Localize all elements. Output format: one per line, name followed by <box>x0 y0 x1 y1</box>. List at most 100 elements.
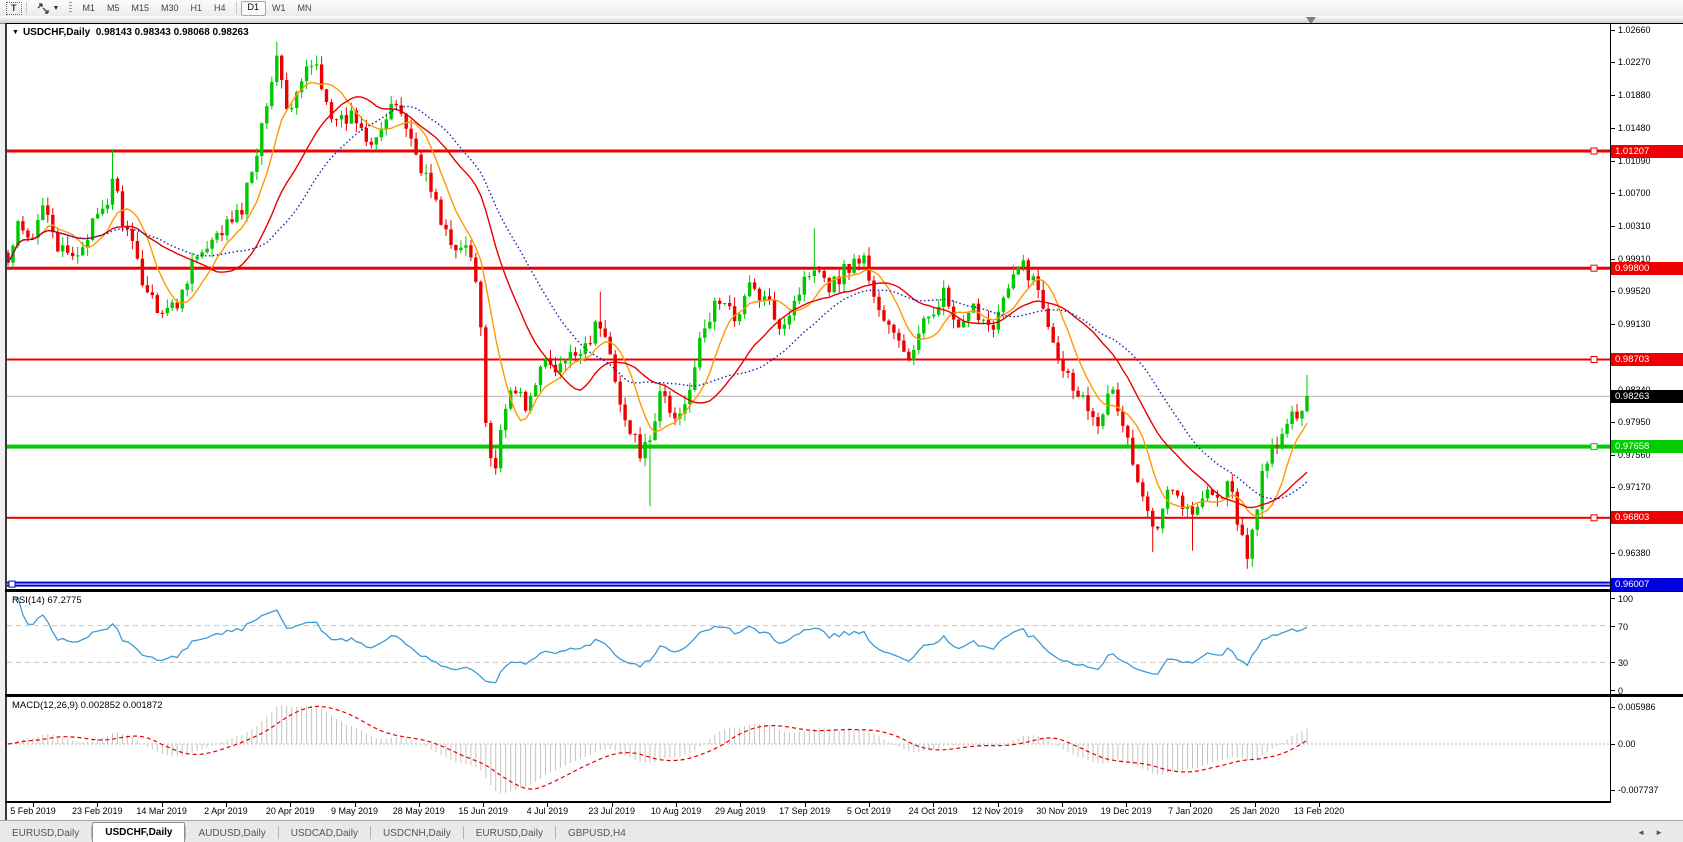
chart-tab-usdcad-daily[interactable]: USDCAD,Daily <box>290 828 358 839</box>
chart-tab-audusd-daily[interactable]: AUDUSD,Daily <box>198 828 266 839</box>
price-tick-label: 1.02660 <box>1618 25 1651 35</box>
candle-body <box>235 210 239 223</box>
date-tick <box>33 803 34 807</box>
line-handle[interactable] <box>1590 264 1598 272</box>
chart-tab-gbpusd-h4[interactable]: GBPUSD,H4 <box>567 828 626 839</box>
price-tick-label: 1.01480 <box>1618 123 1651 134</box>
line-handle[interactable] <box>1590 356 1598 363</box>
candle-body <box>1076 390 1080 397</box>
date-tick-label: 19 Dec 2019 <box>1100 806 1152 816</box>
date-tick <box>1190 803 1192 807</box>
line-handle[interactable] <box>1590 514 1598 522</box>
date-tick-label: 9 May 2019 <box>330 806 379 816</box>
candle-body <box>384 119 388 129</box>
candle-body <box>16 221 20 246</box>
candle-body <box>250 172 254 183</box>
support-line-0.96007[interactable] <box>7 581 1610 584</box>
panel-separator[interactable] <box>5 694 1683 697</box>
candle-body <box>981 319 986 321</box>
candle-body <box>1151 510 1155 527</box>
level-line-0.97658[interactable] <box>7 444 1610 449</box>
price-tick-dash <box>1611 422 1615 424</box>
chart-tab-eurusd-daily[interactable]: EURUSD,Daily <box>475 828 543 839</box>
candle-body <box>71 252 75 257</box>
price-tick-dash <box>1611 225 1615 227</box>
macd-panel-canvas[interactable] <box>7 697 1610 801</box>
timeframe-button-mn[interactable]: MN <box>297 2 312 13</box>
date-tick <box>1061 803 1063 807</box>
level-line-0.99800[interactable] <box>7 266 1610 270</box>
timeframe-button-d1[interactable]: D1 <box>240 0 267 16</box>
tab-separator <box>91 826 93 839</box>
quick-menu-triangle-icon[interactable]: ▼ <box>12 29 19 36</box>
candle-body <box>678 413 682 419</box>
candle-body <box>26 230 30 238</box>
candle-body <box>762 296 767 301</box>
candle-body <box>653 421 657 441</box>
candle-body <box>588 343 592 345</box>
candle-body <box>862 255 866 264</box>
candle-body <box>1165 489 1170 509</box>
candle-body <box>494 458 498 469</box>
date-tick-label: 5 Oct 2019 <box>846 806 891 816</box>
candle-body <box>942 287 946 307</box>
candle-body <box>334 119 339 121</box>
rsi-panel-canvas[interactable] <box>7 592 1610 694</box>
timeframe-button-m5[interactable]: M5 <box>106 2 120 13</box>
support-line-0.96007[interactable] <box>7 584 1610 587</box>
timeframe-button-w1[interactable]: W1 <box>272 2 286 13</box>
candle-body <box>155 295 159 313</box>
candle-body <box>752 282 757 289</box>
candle-body <box>374 137 378 145</box>
candle-body <box>110 178 115 205</box>
dropdown-caret-icon[interactable]: ▼ <box>52 4 60 12</box>
price-tick-label: 1.01090 <box>1618 155 1651 166</box>
candle-body <box>927 316 931 319</box>
timeframe-button-h4[interactable]: H4 <box>214 2 226 13</box>
chart-tab-eurusd-daily[interactable]: EURUSD,Daily <box>12 828 80 839</box>
candle-body <box>514 390 518 394</box>
candle-body <box>299 81 304 93</box>
candle-body <box>563 360 568 364</box>
candle-body <box>708 321 712 329</box>
text-tool-icon[interactable]: T <box>6 1 22 15</box>
candle-body <box>1200 498 1205 507</box>
level-line-1.01207[interactable] <box>7 149 1610 153</box>
candle-body <box>434 191 438 200</box>
date-tick <box>740 803 742 807</box>
candle-body <box>150 292 154 296</box>
price-tick-dash <box>1611 259 1615 261</box>
rsi-line <box>13 597 1308 684</box>
panel-separator[interactable] <box>5 589 1683 592</box>
timeframe-button-h1[interactable]: H1 <box>190 2 203 13</box>
line-handle[interactable] <box>8 580 16 588</box>
candle-body <box>100 208 105 214</box>
candle-body <box>1290 411 1294 424</box>
date-tick-label: 30 Nov 2019 <box>1036 806 1088 816</box>
timeframe-button-m30[interactable]: M30 <box>160 2 179 13</box>
main-chart-canvas[interactable] <box>7 24 1610 589</box>
scroll-position-marker-icon[interactable] <box>1306 17 1316 24</box>
current-price-label: 0.98263 <box>1611 389 1683 403</box>
candle-body <box>36 220 40 238</box>
macd-tick-label: 0.00 <box>1618 739 1636 749</box>
tabs-scroll-left-icon[interactable]: ◄ <box>1637 828 1656 837</box>
chart-tab-usdchf-daily[interactable]: USDCHF,Daily <box>92 822 186 842</box>
chart-tab-usdcnh-daily[interactable]: USDCNH,Daily <box>382 828 451 839</box>
candle-body <box>1300 411 1304 419</box>
level-line-0.96803[interactable] <box>7 516 1610 519</box>
candle-body <box>643 442 647 459</box>
tabs-scroll-right-icon[interactable]: ► <box>1655 828 1673 837</box>
candle-body <box>1091 411 1095 417</box>
candle-body <box>349 110 354 124</box>
line-handle[interactable] <box>1590 147 1598 155</box>
date-tick <box>161 803 163 807</box>
arrow-tools-button[interactable]: ▼ <box>31 2 66 15</box>
level-line-0.98703[interactable] <box>7 358 1610 361</box>
candle-body <box>1295 411 1299 419</box>
line-handle[interactable] <box>1590 443 1598 451</box>
candle-body <box>1051 327 1055 343</box>
candle-body <box>1096 417 1100 427</box>
timeframe-button-m1[interactable]: M1 <box>82 2 95 13</box>
timeframe-button-m15[interactable]: M15 <box>131 2 149 13</box>
